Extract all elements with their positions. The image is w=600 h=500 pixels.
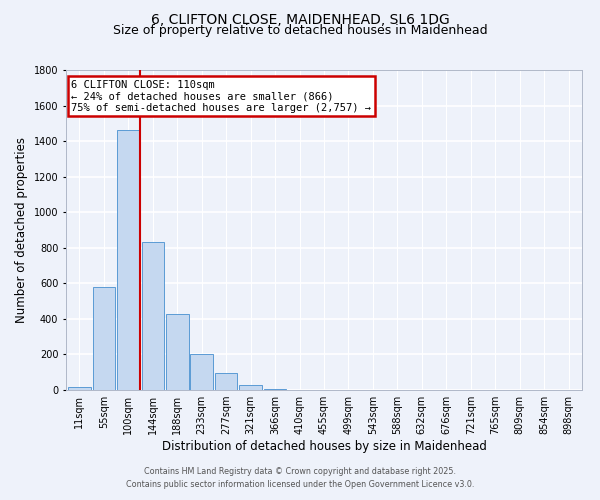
Bar xyxy=(239,384,262,390)
Bar xyxy=(92,287,115,390)
Text: Size of property relative to detached houses in Maidenhead: Size of property relative to detached ho… xyxy=(113,24,487,37)
Bar xyxy=(166,314,188,390)
Text: Contains HM Land Registry data © Crown copyright and database right 2025.
Contai: Contains HM Land Registry data © Crown c… xyxy=(126,468,474,489)
Text: 6, CLIFTON CLOSE, MAIDENHEAD, SL6 1DG: 6, CLIFTON CLOSE, MAIDENHEAD, SL6 1DG xyxy=(151,12,449,26)
Y-axis label: Number of detached properties: Number of detached properties xyxy=(15,137,28,323)
Bar xyxy=(68,388,91,390)
Bar xyxy=(264,388,286,390)
Bar xyxy=(190,354,213,390)
Text: 6 CLIFTON CLOSE: 110sqm
← 24% of detached houses are smaller (866)
75% of semi-d: 6 CLIFTON CLOSE: 110sqm ← 24% of detache… xyxy=(71,80,371,113)
Bar xyxy=(215,373,238,390)
X-axis label: Distribution of detached houses by size in Maidenhead: Distribution of detached houses by size … xyxy=(161,440,487,453)
Bar xyxy=(117,130,140,390)
Bar xyxy=(142,242,164,390)
